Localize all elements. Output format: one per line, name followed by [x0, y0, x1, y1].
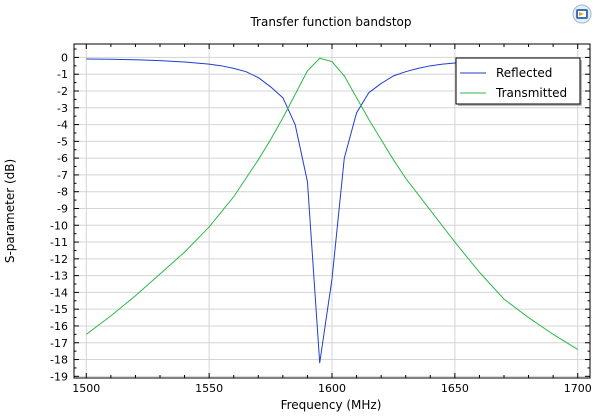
y-tick-label-16: -16 [50, 320, 68, 333]
y-tick-label-6: -6 [57, 152, 68, 165]
legend-label-reflected: Reflected [496, 66, 552, 80]
y-tick-label-17: -17 [50, 337, 68, 350]
legend-box [455, 57, 581, 105]
x-tick-label-2: 1600 [318, 382, 346, 395]
chart-title: Transfer function bandstop [249, 15, 411, 29]
y-tick-label-14: -14 [50, 286, 68, 299]
x-tick-label-3: 1650 [441, 382, 469, 395]
x-tick-label-1: 1550 [195, 382, 223, 395]
y-tick-label-12: -12 [50, 253, 68, 266]
x-axis-title: Frequency (MHz) [281, 398, 382, 412]
y-tick-label-10: -10 [50, 219, 68, 232]
y-tick-label-4: -4 [57, 119, 68, 132]
y-tick-label-0: 0 [61, 51, 68, 64]
series-line-reflected [86, 58, 578, 364]
y-tick-label-11: -11 [50, 236, 68, 249]
y-tick-label-9: -9 [57, 202, 68, 215]
y-tick-label-3: -3 [57, 102, 68, 115]
y-tick-label-2: -2 [57, 85, 68, 98]
legend-label-transmitted: Transmitted [495, 86, 567, 100]
y-tick-label-1: -1 [57, 68, 68, 81]
x-tick-label-0: 1500 [72, 382, 100, 395]
y-axis-title: S-parameter (dB) [3, 159, 17, 263]
app-logo-icon [572, 4, 592, 24]
y-tick-label-19: -19 [50, 370, 68, 383]
y-tick-label-8: -8 [57, 186, 68, 199]
series-line-transmitted [85, 57, 578, 350]
y-tick-label-18: -18 [50, 354, 68, 367]
y-tick-label-5: -5 [57, 135, 68, 148]
y-tick-label-15: -15 [50, 303, 68, 316]
y-tick-label-13: -13 [50, 270, 68, 283]
x-tick-label-4: 1700 [564, 382, 592, 395]
y-tick-label-7: -7 [57, 169, 68, 182]
chart-legend: Reflected Transmitted [455, 57, 582, 106]
